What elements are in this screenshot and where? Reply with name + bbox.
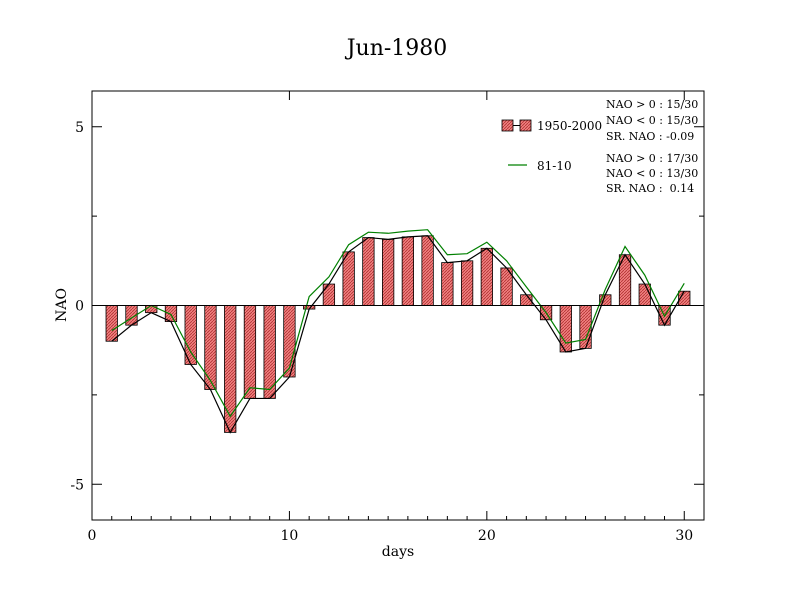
bar-day-14 [362, 237, 375, 306]
bar-day-15 [382, 238, 395, 306]
y-tick-label: 5 [75, 120, 84, 136]
bar-day-18 [441, 262, 454, 306]
stat-bars-sr: SR. NAO : -0.09 [606, 130, 694, 143]
bar-day-8 [243, 305, 257, 399]
x-tick-label: 0 [88, 528, 97, 544]
bar-day-13 [342, 251, 355, 306]
stat-line-negative: NAO < 0 : 13/30 [606, 167, 698, 180]
x-tick-label: 10 [281, 528, 299, 544]
chart-title: Jun-1980 [345, 36, 448, 61]
bar-day-12 [322, 283, 336, 306]
bar-day-6 [204, 305, 217, 390]
bar-series [105, 235, 691, 433]
x-tick-label: 30 [675, 528, 693, 544]
bar-day-16 [401, 236, 414, 306]
line-series [111, 229, 685, 434]
y-axis-label: NAO [54, 288, 70, 322]
legend: 1950-2000 81-10 NAO > 0 : 15/30 NAO < 0 … [501, 98, 698, 195]
stat-bars-negative: NAO < 0 : 15/30 [606, 114, 698, 127]
bar-day-7 [224, 305, 237, 433]
stat-bars-positive: NAO > 0 : 15/30 [606, 98, 698, 111]
bar-day-19 [460, 260, 474, 306]
legend-bar-label: 1950-2000 [537, 119, 602, 133]
bar-day-25 [579, 305, 592, 349]
bar-day-17 [421, 235, 434, 306]
x-tick-label: 20 [478, 528, 496, 544]
line-81-10 [111, 229, 685, 418]
y-tick-label: -5 [70, 477, 84, 493]
stat-line-sr: SR. NAO : 0.14 [606, 182, 694, 195]
line-1950-2000 [111, 235, 685, 434]
stat-line-positive: NAO > 0 : 17/30 [606, 152, 698, 165]
y-axis-ticks: -5 0 5 [70, 120, 704, 493]
x-axis-ticks: 0 10 20 30 [88, 91, 705, 544]
bar-day-28 [638, 283, 651, 306]
legend-line-label: 81-10 [537, 159, 572, 173]
legend-bar-swatch-left [501, 119, 514, 132]
bar-day-1 [105, 305, 118, 342]
legend-bar-swatch-right [519, 119, 532, 132]
x-axis-label: days [382, 544, 414, 560]
bar-day-3 [145, 305, 158, 314]
bar-day-20 [480, 247, 493, 306]
y-tick-label: 0 [75, 299, 84, 315]
